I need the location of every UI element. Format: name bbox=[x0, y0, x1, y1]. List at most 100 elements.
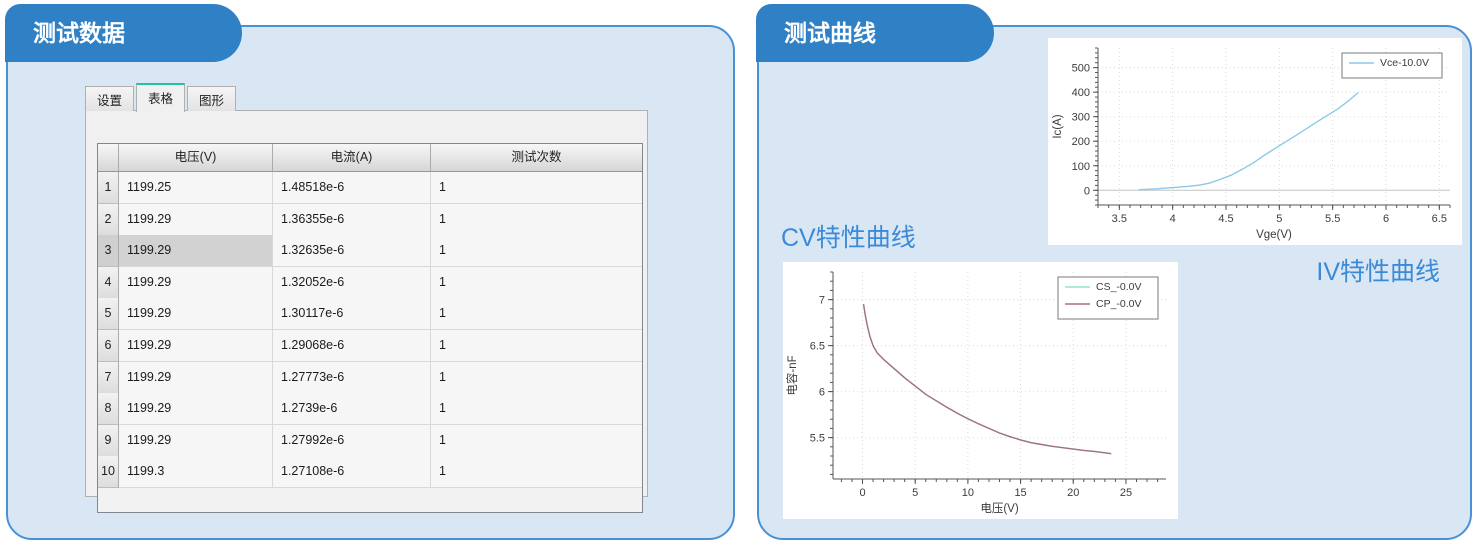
test-data-panel-title: 测试数据 bbox=[5, 4, 242, 62]
x-tick-label: 6 bbox=[1383, 213, 1389, 225]
table-cell[interactable]: 1.27992e-6 bbox=[273, 424, 431, 457]
cv_chart-svg: 0 5 10 15 20 25 5.5 6 6.5 7 电压(V) 电容-nF CS_-0.0V CP_-… bbox=[785, 271, 1166, 515]
row-number-cell[interactable]: 2 bbox=[98, 203, 119, 236]
table-cell[interactable]: 1199.3 bbox=[119, 456, 273, 489]
series-line bbox=[1138, 92, 1359, 191]
table-cell[interactable]: 1199.29 bbox=[119, 424, 273, 457]
x-tick-label: 10 bbox=[962, 487, 974, 499]
y-axis-label: Ic(A) bbox=[1052, 114, 1064, 138]
table-cell[interactable]: 1.29068e-6 bbox=[273, 329, 431, 362]
col-header-count[interactable]: 测试次数 bbox=[431, 144, 642, 172]
table-cell[interactable]: 1.30117e-6 bbox=[273, 298, 431, 331]
table-cell[interactable]: 1 bbox=[431, 329, 642, 362]
row-number-cell[interactable]: 6 bbox=[98, 329, 119, 362]
col-header-voltage[interactable]: 电压(V) bbox=[119, 144, 273, 172]
y-tick-label: 500 bbox=[1072, 63, 1090, 75]
table-cell[interactable]: 1.48518e-6 bbox=[273, 172, 431, 204]
legend-box bbox=[1341, 52, 1443, 79]
table-row[interactable]: 4 1199.29 1.32052e-6 1 bbox=[98, 266, 642, 299]
table-cell[interactable]: 1199.29 bbox=[119, 393, 273, 426]
col-header-current[interactable]: 电流(A) bbox=[273, 144, 431, 172]
table-row[interactable]: 7 1199.29 1.27773e-6 1 bbox=[98, 361, 642, 394]
table-header-row: 电压(V) 电流(A) 测试次数 bbox=[98, 144, 642, 172]
iv-curve-label: IV特性曲线 bbox=[1316, 258, 1440, 286]
series-line bbox=[862, 304, 1112, 455]
x-tick-label: 20 bbox=[1067, 487, 1079, 499]
table-cell[interactable]: 1199.29 bbox=[119, 361, 273, 394]
table-cell[interactable]: 1 bbox=[431, 172, 642, 204]
table-cell[interactable]: 1199.29 bbox=[119, 298, 273, 331]
y-tick-label: 200 bbox=[1072, 136, 1090, 148]
cv-chart[interactable]: 0 5 10 15 20 25 5.5 6 6.5 7 电压(V) 电容-nF CS_-0.0V CP_-… bbox=[783, 262, 1178, 519]
tab-settings[interactable]: 设置 bbox=[85, 86, 135, 111]
x-tick-label: 6.5 bbox=[1432, 213, 1447, 225]
table-cell[interactable]: 1 bbox=[431, 266, 642, 299]
test-curves-panel-title: 测试曲线 bbox=[756, 4, 994, 62]
table-row[interactable]: 2 1199.29 1.36355e-6 1 bbox=[98, 203, 642, 236]
row-number-cell[interactable]: 4 bbox=[98, 266, 119, 299]
row-number-cell[interactable]: 7 bbox=[98, 361, 119, 394]
x-tick-label: 0 bbox=[859, 487, 865, 499]
table-cell[interactable]: 1 bbox=[431, 298, 642, 331]
legend-box bbox=[1057, 276, 1159, 320]
measurement-table[interactable]: 电压(V) 电流(A) 测试次数 1 1199.25 1.48518e-6 1 2 119… bbox=[97, 143, 643, 513]
data-tab-widget: 设置 表格 图形 电压(V) 电流(A) 测试次数 1 1199.25 1.4851… bbox=[85, 83, 648, 513]
corner-header-cell bbox=[98, 144, 119, 172]
row-number-cell[interactable]: 9 bbox=[98, 424, 119, 457]
table-cell[interactable]: 1199.25 bbox=[119, 172, 273, 204]
table-body: 1 1199.25 1.48518e-6 1 2 1199.29 1.36355e-6 1 3 1… bbox=[98, 172, 642, 489]
iv-chart[interactable]: 3.5 4 4.5 5 5.5 6 6.5 0 100 200 300 400 500 Vge(V) Ic(… bbox=[1048, 38, 1462, 245]
table-cell[interactable]: 1 bbox=[431, 456, 642, 489]
tab-graph[interactable]: 图形 bbox=[187, 86, 237, 111]
x-axis-label: Vge(V) bbox=[1256, 229, 1292, 241]
tab-content: 电压(V) 电流(A) 测试次数 1 1199.25 1.48518e-6 1 2 119… bbox=[85, 110, 648, 513]
table-cell[interactable]: 1.36355e-6 bbox=[273, 203, 431, 236]
table-cell[interactable]: 1.32635e-6 bbox=[273, 235, 431, 268]
table-cell[interactable]: 1199.29 bbox=[119, 329, 273, 362]
y-tick-label: 400 bbox=[1072, 87, 1090, 99]
y-tick-label: 6.5 bbox=[810, 341, 825, 353]
tab-bar: 设置 表格 图形 bbox=[85, 83, 238, 112]
legend-entry-label: Vce-10.0V bbox=[1380, 57, 1429, 69]
row-number-cell[interactable]: 3 bbox=[98, 235, 119, 268]
x-tick-label: 25 bbox=[1120, 487, 1132, 499]
row-number-cell[interactable]: 8 bbox=[98, 393, 119, 426]
table-cell[interactable]: 1.27773e-6 bbox=[273, 361, 431, 394]
y-tick-label: 5.5 bbox=[810, 433, 825, 445]
table-row[interactable]: 3 1199.29 1.32635e-6 1 bbox=[98, 235, 642, 268]
table-cell[interactable]: 1 bbox=[431, 235, 642, 268]
row-number-cell[interactable]: 5 bbox=[98, 298, 119, 331]
x-tick-label: 5 bbox=[912, 487, 918, 499]
table-cell[interactable]: 1.32052e-6 bbox=[273, 266, 431, 299]
tab-table[interactable]: 表格 bbox=[136, 83, 186, 112]
y-tick-label: 6 bbox=[819, 387, 825, 399]
table-row[interactable]: 1 1199.25 1.48518e-6 1 bbox=[98, 172, 642, 204]
series-line bbox=[862, 304, 1112, 455]
table-cell[interactable]: 1.27108e-6 bbox=[273, 456, 431, 489]
y-tick-label: 0 bbox=[1084, 185, 1090, 197]
table-cell[interactable]: 1 bbox=[431, 393, 642, 426]
table-cell[interactable]: 1 bbox=[431, 361, 642, 394]
table-cell[interactable]: 1199.29 bbox=[119, 235, 273, 268]
table-cell[interactable]: 1 bbox=[431, 424, 642, 457]
iv_chart-svg: 3.5 4 4.5 5 5.5 6 6.5 0 100 200 300 400 500 Vge(V) Ic(… bbox=[1052, 47, 1451, 241]
row-number-cell[interactable]: 10 bbox=[98, 456, 119, 489]
table-cell[interactable]: 1 bbox=[431, 203, 642, 236]
y-tick-label: 300 bbox=[1072, 112, 1090, 124]
table-row[interactable]: 8 1199.29 1.2739e-6 1 bbox=[98, 393, 642, 426]
row-number-cell[interactable]: 1 bbox=[98, 172, 119, 204]
y-tick-label: 100 bbox=[1072, 161, 1090, 173]
table-row[interactable]: 5 1199.29 1.30117e-6 1 bbox=[98, 298, 642, 331]
table-row[interactable]: 9 1199.29 1.27992e-6 1 bbox=[98, 424, 642, 457]
table-row[interactable]: 10 1199.3 1.27108e-6 1 bbox=[98, 456, 642, 489]
table-cell[interactable]: 1.2739e-6 bbox=[273, 393, 431, 426]
table-cell[interactable]: 1199.29 bbox=[119, 266, 273, 299]
x-tick-label: 4 bbox=[1170, 213, 1176, 225]
y-axis-label: 电容-nF bbox=[785, 355, 799, 395]
x-tick-label: 4.5 bbox=[1218, 213, 1233, 225]
table-row[interactable]: 6 1199.29 1.29068e-6 1 bbox=[98, 329, 642, 362]
x-tick-label: 15 bbox=[1014, 487, 1026, 499]
cv-curve-label: CV特性曲线 bbox=[781, 224, 916, 252]
y-tick-label: 7 bbox=[819, 295, 825, 307]
table-cell[interactable]: 1199.29 bbox=[119, 203, 273, 236]
